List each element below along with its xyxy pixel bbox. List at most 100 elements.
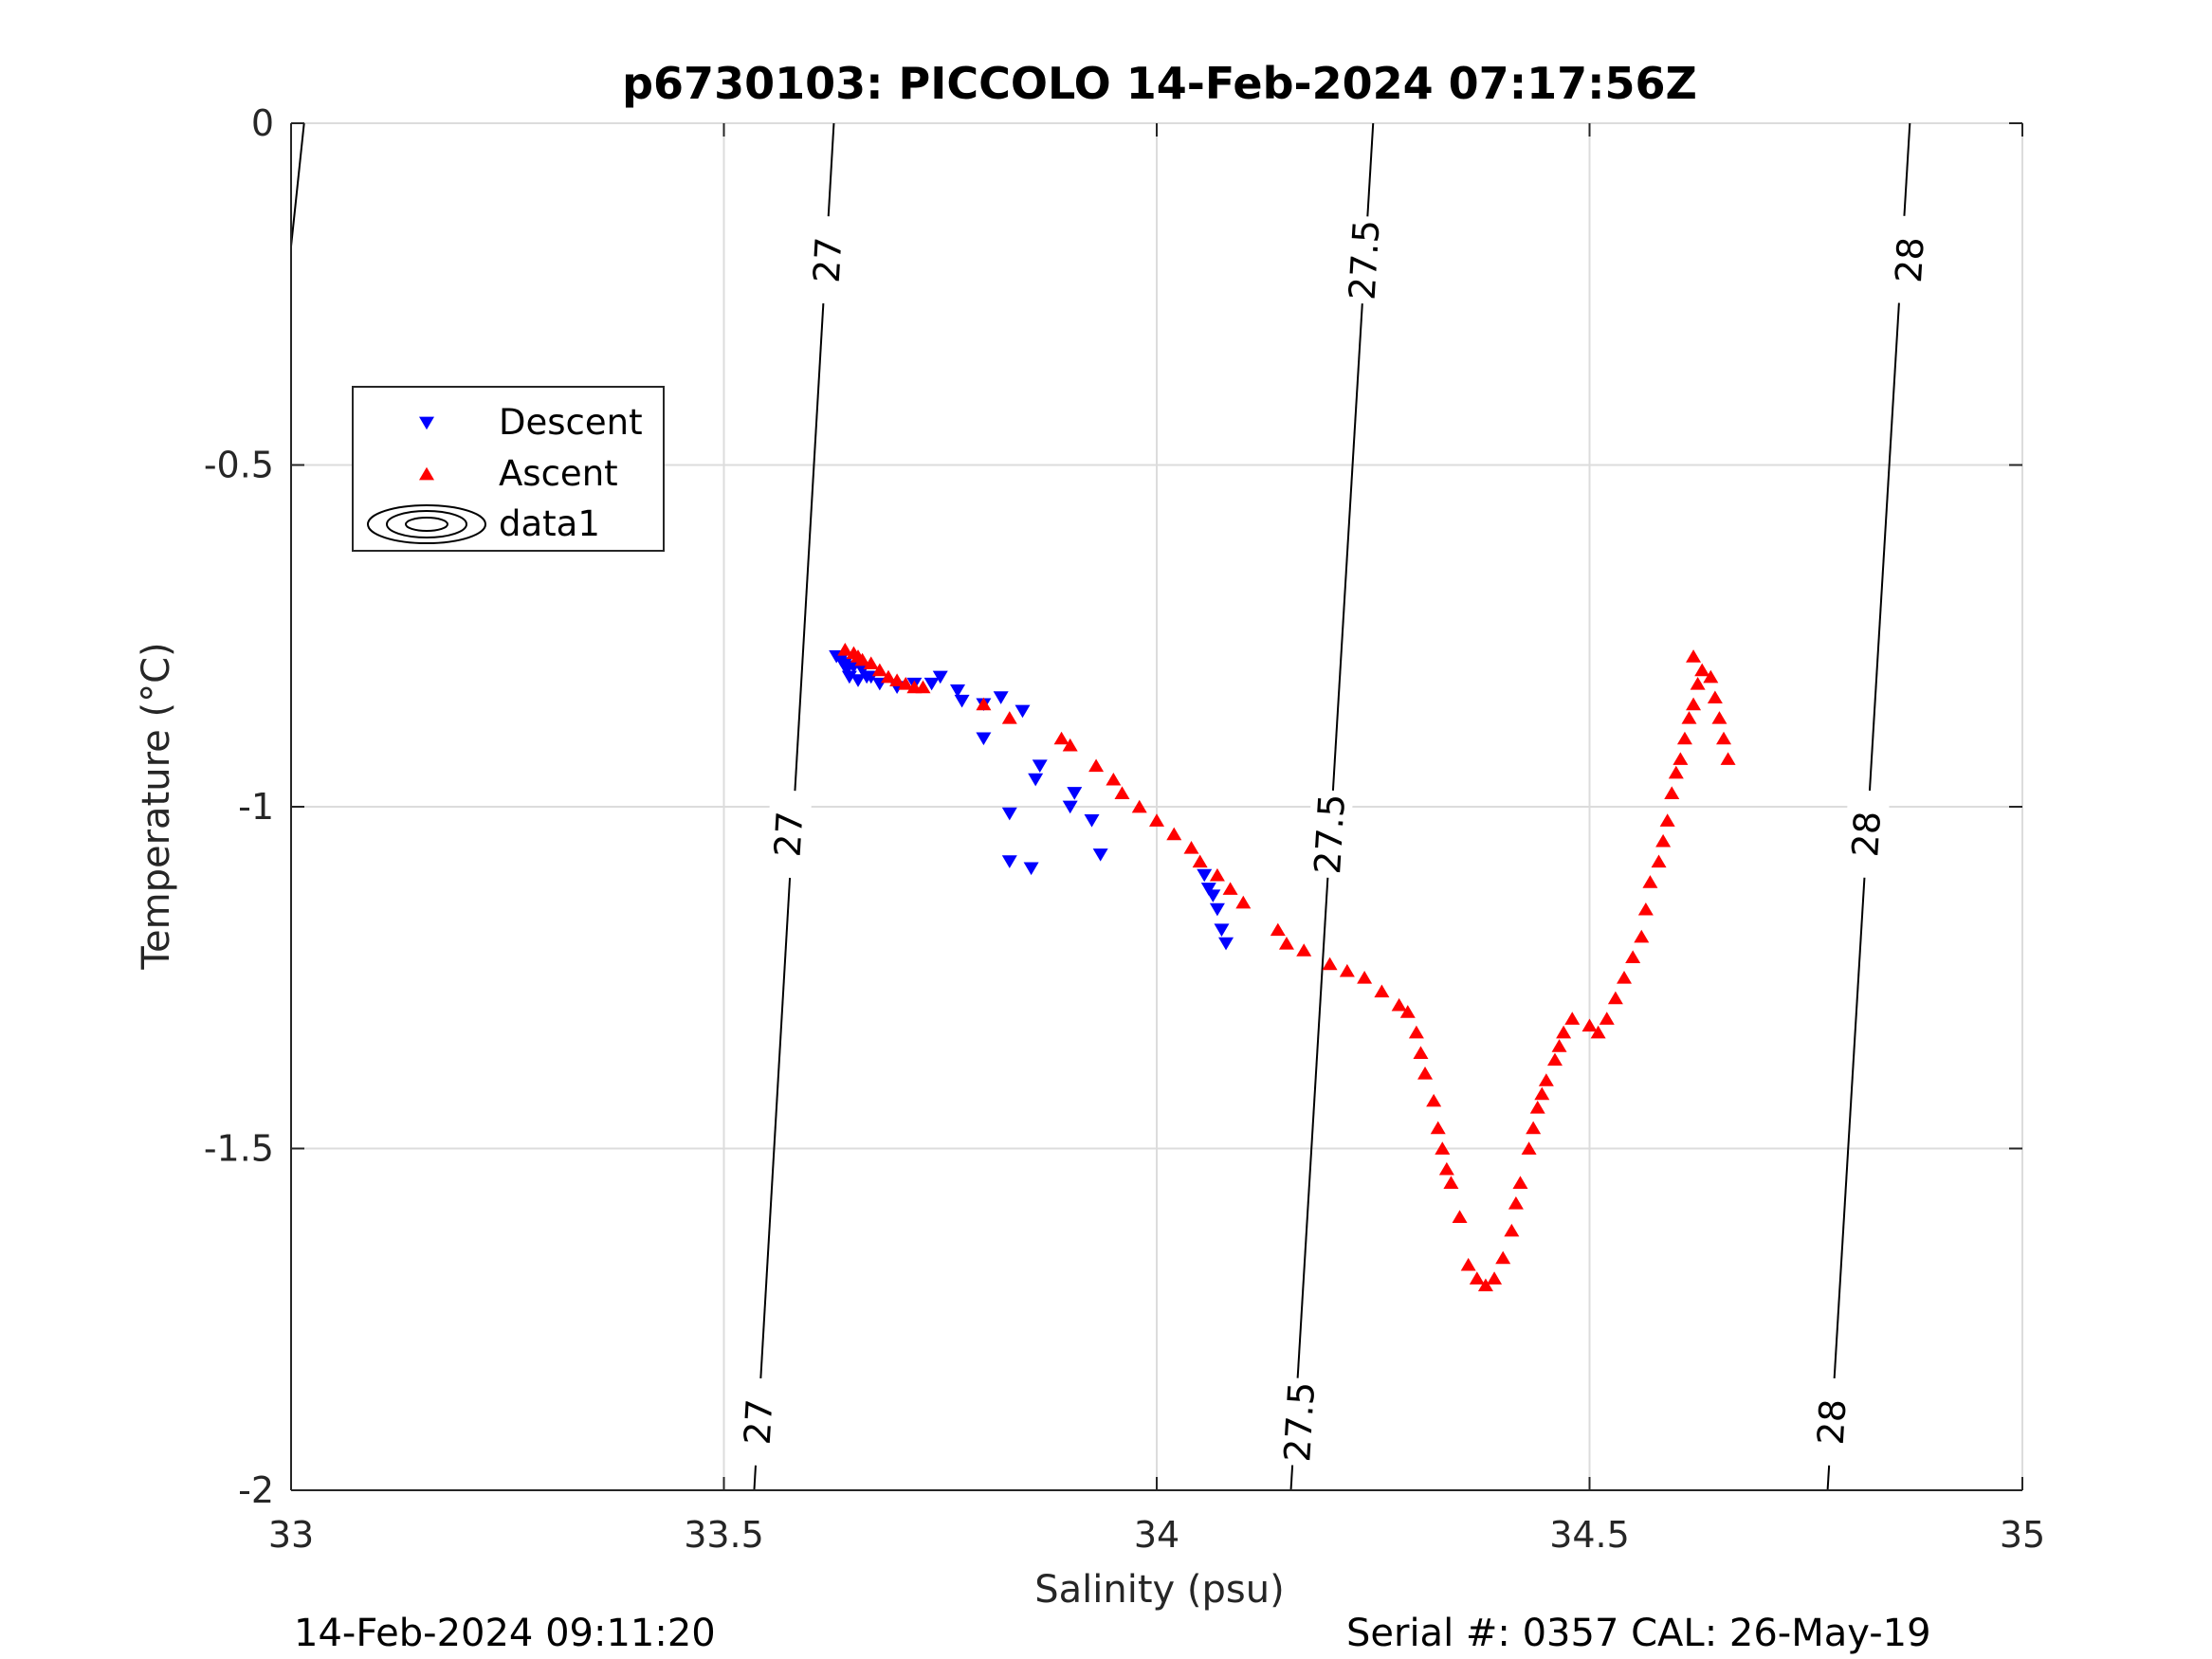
ascent-point (1659, 813, 1675, 827)
ascent-point (1062, 738, 1078, 752)
ascent-point (1235, 895, 1252, 909)
ascent-point (1270, 922, 1286, 937)
grid (291, 122, 2023, 1490)
ascent-point (889, 673, 905, 687)
contour-label: 28 (1888, 236, 1932, 284)
contour-label: 27 (767, 810, 812, 858)
ascent-point (1617, 971, 1633, 984)
ascent-point (871, 663, 887, 677)
descent-point (1214, 923, 1230, 937)
descent-point (850, 674, 867, 687)
footer-serial-cal: Serial #: 0357 CAL: 26-May-19 (1346, 1612, 1931, 1655)
legend-box (352, 386, 665, 552)
ascent-point (1504, 1223, 1520, 1237)
descent-point (1023, 862, 1039, 876)
y-axis-label: Temperature (°C) (135, 642, 178, 970)
contour-label-bg (1808, 1376, 1856, 1468)
ascent-point (1477, 1278, 1493, 1292)
ascent-point (1452, 1210, 1468, 1223)
legend-descent-marker (419, 416, 434, 430)
y-tick-label: -1.5 (204, 1128, 274, 1170)
legend-label: Ascent (499, 453, 618, 494)
descent-point (993, 691, 1009, 704)
ascent-point (1590, 1025, 1606, 1039)
x-tick-label: 34 (1134, 1514, 1179, 1556)
ascent-point (1417, 1066, 1434, 1080)
contour-label-bg (1842, 789, 1891, 880)
ascent-point (1487, 1271, 1503, 1285)
footer-timestamp: 14-Feb-2024 09:11:20 (294, 1612, 716, 1655)
legend-contour-icon (386, 510, 467, 538)
ascent-point (1209, 867, 1225, 882)
descent-point (841, 670, 857, 684)
ascent-point (1399, 1005, 1416, 1018)
chart-title: p6730103: PICCOLO 14-Feb-2024 07:17:56Z (622, 58, 1697, 109)
ascent-point (1707, 690, 1723, 704)
ascent-point (1526, 1121, 1542, 1135)
ascent-point (898, 677, 914, 690)
ascent-point (1529, 1101, 1545, 1114)
x-tick-label: 35 (2000, 1514, 2045, 1556)
contour-label-bg (804, 214, 851, 305)
descent-point (1092, 848, 1108, 862)
contour-label: 27.5 (1307, 793, 1353, 875)
descent-point (976, 732, 992, 746)
axes: 33 33.5 34 34.5 35 0 -0.5 -1 -1.5 -2 (204, 102, 2045, 1556)
ascent-point (1546, 1052, 1563, 1066)
ascent-point (1131, 799, 1147, 813)
ascent-point (880, 669, 896, 684)
descent-point (1032, 759, 1048, 773)
ascent-point (976, 697, 992, 711)
ascent-point (1625, 950, 1641, 964)
ascent-point (1374, 984, 1390, 998)
contour-label: 27 (737, 1397, 781, 1446)
ascent-point (1607, 991, 1623, 1005)
ascent-point (1408, 1025, 1424, 1039)
x-axis-label: Salinity (psu) (1034, 1568, 1284, 1612)
ascent-point (1564, 1012, 1581, 1025)
contour-label-bg (1306, 789, 1354, 880)
ascent-point (1357, 971, 1373, 984)
contour-label: 28 (1810, 1397, 1855, 1446)
ascent-point (1508, 1195, 1524, 1210)
descent-point (1200, 883, 1216, 896)
contour-label-bg (1275, 1376, 1324, 1468)
x-tick-label: 33 (268, 1514, 314, 1556)
legend-contour-icon (405, 517, 448, 532)
ascent-point (1676, 731, 1692, 745)
descent-point (1001, 807, 1017, 821)
contour-label-bg (1886, 214, 1934, 305)
ascent-point (1166, 827, 1182, 841)
ascent-point (1413, 1046, 1429, 1059)
ascent-point (1391, 997, 1407, 1012)
ascent-point (1296, 943, 1312, 957)
ascent-point (1673, 752, 1689, 765)
ascent-point (1668, 765, 1684, 779)
descent-point (932, 670, 948, 684)
ascent-point (1460, 1257, 1476, 1271)
ascent-point (915, 680, 931, 694)
ascent-point (1686, 697, 1702, 711)
descent-point (1067, 787, 1083, 800)
ascent-point (1651, 854, 1667, 868)
ascent-point (1430, 1121, 1446, 1135)
contour-label: 27.5 (1276, 1380, 1323, 1463)
ascent-point (1053, 731, 1069, 745)
descent-point (1001, 855, 1017, 868)
ascent-point (1711, 711, 1728, 724)
descent-point (1209, 902, 1225, 917)
x-tick-label: 34.5 (1549, 1514, 1630, 1556)
ascent-point (1664, 786, 1680, 799)
legend-ascent-marker (419, 466, 434, 481)
ascent-point (1521, 1141, 1537, 1155)
ascent-point (1426, 1093, 1442, 1107)
contour-label: 28 (1844, 810, 1889, 858)
y-tick-label: -0.5 (204, 445, 274, 486)
ascent-point (1438, 1161, 1454, 1176)
ascent-point (1339, 963, 1355, 977)
descent-point (1062, 800, 1078, 814)
ascent-point (1551, 1039, 1567, 1052)
ascent-point (1556, 1025, 1572, 1039)
ascent-point (1149, 813, 1164, 827)
